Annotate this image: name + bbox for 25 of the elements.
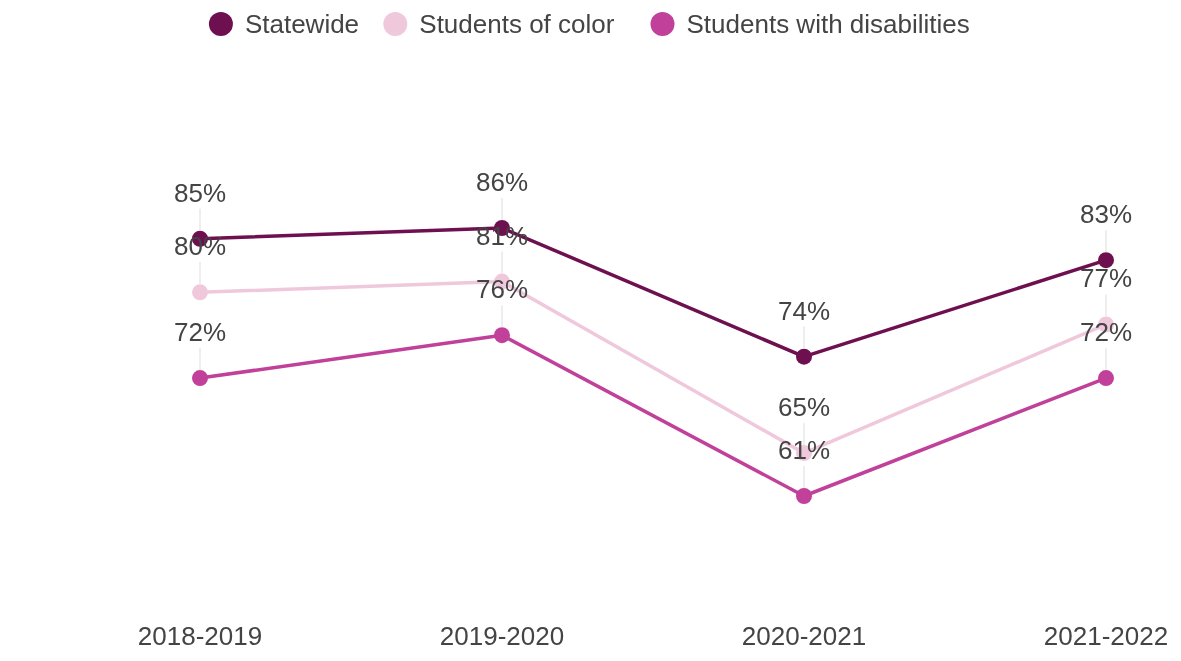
point bbox=[494, 327, 510, 344]
data-label: 74% bbox=[777, 295, 831, 326]
x-tick-label: 2021-2022 bbox=[1043, 621, 1169, 651]
data-label: 77% bbox=[1079, 263, 1133, 294]
point bbox=[192, 284, 208, 301]
x-tick-label: 2020-2021 bbox=[741, 621, 867, 651]
point bbox=[796, 348, 812, 365]
data-label: 72% bbox=[1079, 317, 1133, 348]
legend-label: Statewide bbox=[244, 9, 360, 39]
legend-label: Students with disabilities bbox=[686, 9, 970, 39]
x-tick-label: 2018-2019 bbox=[137, 621, 263, 651]
point bbox=[796, 488, 812, 504]
data-label: 86% bbox=[475, 167, 529, 197]
point bbox=[192, 370, 208, 387]
data-label: 80% bbox=[173, 231, 227, 262]
point bbox=[1098, 370, 1114, 387]
data-label: 83% bbox=[1079, 199, 1133, 230]
x-tick-label: 2019-2020 bbox=[439, 621, 565, 651]
point bbox=[1098, 252, 1114, 269]
data-label: 85% bbox=[173, 177, 227, 208]
data-label: 61% bbox=[777, 435, 831, 465]
data-label: 65% bbox=[777, 392, 831, 423]
data-label: 76% bbox=[475, 274, 529, 305]
data-label: 72% bbox=[173, 317, 227, 348]
legend-label: Students of color bbox=[419, 9, 615, 39]
